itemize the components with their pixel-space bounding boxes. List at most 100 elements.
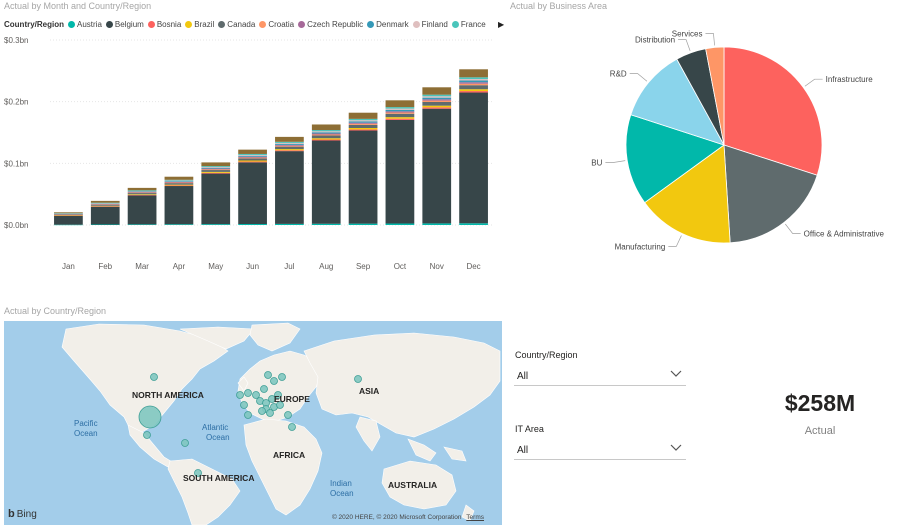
bar-segment[interactable] [348,127,378,130]
bar-segment[interactable] [54,213,83,215]
bar-segment[interactable] [201,169,231,171]
bar-segment[interactable] [275,223,304,225]
bar-segment[interactable] [311,139,341,141]
bar-segment[interactable] [459,77,488,80]
bar-segment[interactable] [238,154,267,156]
bar-segment[interactable] [422,99,452,101]
bar-segment[interactable] [348,130,378,224]
bar-segment[interactable] [201,167,231,169]
bar-segment[interactable] [127,193,157,195]
bar-segment[interactable] [348,123,378,125]
slicer-country-dropdown[interactable]: All [514,366,686,386]
bar-segment[interactable] [238,162,267,225]
bar-segment[interactable] [127,194,157,195]
bar-segment[interactable] [459,89,488,92]
bar-segment[interactable] [275,150,304,152]
pie-slice[interactable] [723,46,823,176]
bar-segment[interactable] [164,182,194,184]
bar-segment[interactable] [422,87,452,95]
bar-segment[interactable] [90,204,120,205]
bar-segment[interactable] [164,224,194,225]
bar-segment[interactable] [275,143,304,145]
bar-segment[interactable] [459,223,488,225]
bar-segment[interactable] [54,214,83,216]
bar-segment[interactable] [90,200,120,203]
bar-segment[interactable] [238,158,267,161]
bar-segment[interactable] [385,107,415,109]
bar-segment[interactable] [164,183,194,185]
bar-segment[interactable] [201,166,231,168]
bar-segment[interactable] [54,224,83,226]
bar-segment[interactable] [127,190,157,191]
bar-segment[interactable] [459,79,488,81]
legend-next-arrow-icon[interactable]: ▶ [498,20,505,29]
bar-segment[interactable] [385,111,415,113]
bar-segment[interactable] [201,162,231,167]
bar-segment[interactable] [385,112,415,114]
terms-link[interactable]: Terms [466,514,484,521]
bar-segment[interactable] [348,129,378,131]
bar-segment[interactable] [311,223,341,225]
legend-item-belgium[interactable]: Belgium [105,20,144,29]
bar-segment[interactable] [90,204,120,205]
bar-segment[interactable] [54,214,83,215]
bar-segment[interactable] [127,187,157,191]
bar-segment[interactable] [422,107,452,109]
bar-segment[interactable] [90,205,120,207]
bar-segment[interactable] [238,160,267,162]
legend-item-finland[interactable]: Finland [412,20,448,29]
bar-segment[interactable] [54,215,83,216]
bar-segment[interactable] [201,166,231,167]
bar-segment[interactable] [127,191,157,193]
bar-segment[interactable] [127,224,157,225]
bar-segment[interactable] [422,94,452,97]
bar-segment[interactable] [238,157,267,159]
world-map[interactable]: NORTH AMERICA EUROPE ASIA AFRICA SOUTH A… [4,321,502,525]
bar-segment[interactable] [201,168,231,170]
bar-segment[interactable] [90,202,120,204]
bar-segment[interactable] [311,138,341,140]
bar-segment[interactable] [127,192,157,193]
bar-segment[interactable] [275,136,304,142]
bar-segment[interactable] [90,206,120,207]
bar-segment[interactable] [385,118,415,120]
bar-segment[interactable] [385,109,415,112]
bar-segment[interactable] [459,69,488,78]
bar-segment[interactable] [311,135,341,139]
bar-segment[interactable] [201,170,231,172]
bar-segment[interactable] [90,224,120,226]
bar-segment[interactable] [348,112,378,119]
bar-segment[interactable] [90,204,120,206]
bar-segment[interactable] [385,117,415,119]
bar-segment[interactable] [238,156,267,158]
bar-segment[interactable] [164,184,194,186]
bar-segment[interactable] [348,122,378,124]
bar-segment[interactable] [127,192,157,194]
bar-segment[interactable] [459,91,488,93]
legend-item-france[interactable]: France [451,20,486,29]
bar-segment[interactable] [164,185,194,187]
bar-segment[interactable] [348,223,378,225]
bar-segment[interactable] [311,133,341,135]
bar-segment[interactable] [164,181,194,182]
bar-segment[interactable] [348,120,378,122]
bar-segment[interactable] [164,181,194,183]
bar-segment[interactable] [459,80,488,83]
bar-segment[interactable] [459,82,488,84]
bar-segment[interactable] [422,100,452,102]
bar-segment[interactable] [54,215,83,225]
bar-segment[interactable] [385,119,415,224]
bar-segment[interactable] [275,141,304,143]
bar-segment[interactable] [348,124,378,128]
bar-segment[interactable] [164,176,194,180]
bar-segment[interactable] [164,180,194,182]
legend-item-brazil[interactable]: Brazil [185,20,214,29]
bar-segment[interactable] [238,153,267,155]
bar-segment[interactable] [164,179,194,181]
bar-segment[interactable] [385,100,415,108]
bar-segment[interactable] [238,155,267,157]
pie-slice[interactable] [630,58,725,146]
bar-segment[interactable] [459,83,488,86]
bar-segment[interactable] [201,224,231,225]
bar-segment[interactable] [54,213,83,214]
